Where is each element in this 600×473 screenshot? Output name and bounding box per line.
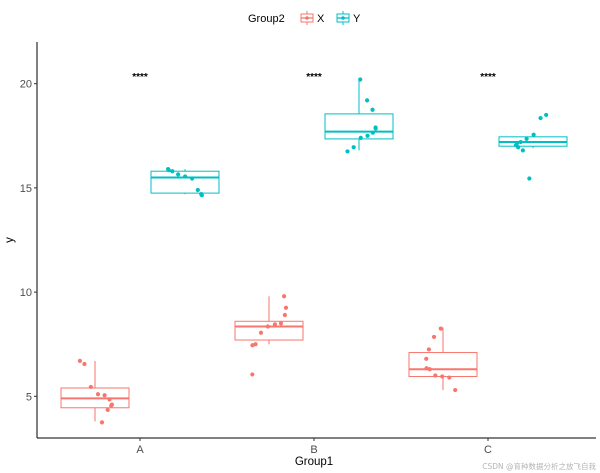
data-point [426, 347, 431, 352]
data-point [99, 420, 105, 425]
box-y-c [498, 112, 568, 181]
data-point [272, 322, 278, 327]
y-tick-label: 20 [20, 79, 32, 91]
legend-item-y: Y [336, 11, 361, 25]
box-x-b [234, 294, 304, 377]
data-point [365, 98, 370, 103]
data-point [88, 384, 93, 390]
data-point [447, 375, 452, 380]
data-point [370, 107, 375, 112]
data-point [424, 366, 429, 371]
data-point [278, 321, 284, 326]
y-axis: 5 10 15 20 [20, 42, 38, 438]
data-point [351, 145, 356, 150]
significance-label: **** [306, 72, 322, 83]
significance-label: **** [132, 72, 148, 83]
data-point [176, 172, 181, 177]
watermark: CSDN @育种数据分析之放飞自我 [482, 461, 596, 471]
data-point [453, 387, 458, 393]
data-point [250, 372, 255, 377]
data-point [524, 136, 529, 142]
x-tick-label: A [136, 444, 144, 456]
legend-key-point [305, 16, 309, 20]
data-point [265, 324, 270, 329]
data-point [427, 367, 432, 372]
data-point [107, 397, 112, 402]
data-point [281, 294, 287, 299]
y-tick-label: 15 [20, 183, 32, 195]
x-axis-title: Group1 [295, 456, 333, 468]
data-point [527, 176, 532, 181]
x-tick-label: B [310, 444, 317, 456]
data-point [345, 149, 350, 154]
box-iqr [150, 170, 220, 194]
data-point [82, 361, 87, 367]
y-tick-label: 5 [26, 391, 32, 403]
data-point [433, 373, 438, 378]
data-point [531, 132, 536, 137]
data-point [431, 334, 437, 340]
data-point [258, 330, 264, 335]
box-x-c [408, 326, 478, 393]
data-point [183, 174, 188, 179]
plot-area: **** **** **** [60, 72, 568, 425]
data-point [514, 140, 520, 146]
legend-item-x: X [300, 11, 325, 25]
data-point [373, 125, 378, 130]
box-x-a [60, 358, 130, 425]
data-point [544, 112, 549, 118]
legend-title: Group2 [248, 13, 285, 25]
data-point [282, 312, 287, 318]
legend: Group2 X Y [248, 11, 361, 25]
data-point [370, 130, 375, 135]
significance-label: **** [480, 72, 496, 83]
data-point [365, 133, 370, 138]
y-axis-title: y [4, 237, 16, 243]
data-point [95, 392, 101, 397]
data-point [102, 393, 107, 398]
data-point [170, 169, 175, 174]
data-point [190, 176, 195, 181]
box-iqr [324, 113, 394, 140]
data-point [166, 167, 171, 172]
box-y-b [324, 77, 394, 154]
x-tick-label: C [484, 444, 492, 456]
data-point [440, 374, 445, 379]
data-point [518, 139, 523, 145]
data-point [105, 407, 110, 412]
box-y-a [150, 167, 220, 198]
data-point [109, 402, 114, 407]
x-axis: A B C [37, 437, 596, 456]
data-point [438, 326, 443, 331]
legend-key-point [341, 16, 345, 20]
data-point [77, 358, 83, 363]
data-point [538, 115, 543, 121]
data-point [358, 77, 363, 82]
box-iqr [234, 320, 304, 341]
y-tick-label: 10 [20, 287, 32, 299]
data-point [358, 135, 363, 140]
legend-label: Y [353, 13, 361, 25]
data-point [283, 305, 289, 310]
data-point [424, 356, 429, 361]
data-point [195, 187, 200, 193]
data-point [520, 148, 525, 153]
data-point [253, 342, 258, 347]
box-iqr [408, 352, 478, 378]
legend-label: X [317, 13, 325, 25]
data-point [199, 192, 204, 197]
